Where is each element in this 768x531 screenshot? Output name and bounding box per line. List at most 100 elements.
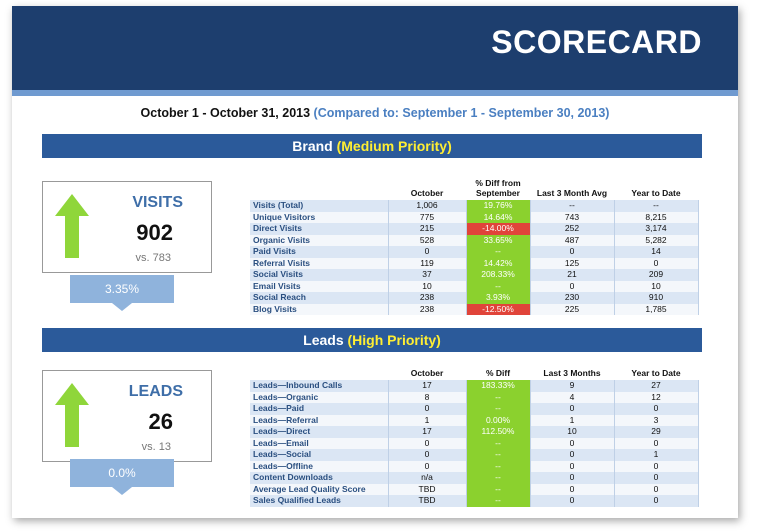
brand-col-avg: Last 3 Month Avg xyxy=(536,188,608,198)
row-ytd: 0 xyxy=(614,257,699,269)
row-ytd: 29 xyxy=(614,426,699,438)
row-avg: 0 xyxy=(530,437,615,449)
brand-table-row: Social Reach 238 3.93% 230 910 xyxy=(250,292,699,304)
row-avg: 0 xyxy=(530,403,615,415)
row-october: 0 xyxy=(388,460,467,472)
row-diff: -- xyxy=(466,391,531,403)
row-label: Leads—Email xyxy=(250,437,389,449)
leads-table-row: Average Lead Quality Score TBD -- 0 0 xyxy=(250,483,699,495)
leads-table-row: Sales Qualified Leads TBD -- 0 0 xyxy=(250,495,699,507)
visits-kpi-value: 902 xyxy=(136,220,173,245)
row-avg: 9 xyxy=(530,380,615,392)
row-label: Sales Qualified Leads xyxy=(250,495,389,507)
row-october: 775 xyxy=(388,211,467,223)
brand-table-row: Blog Visits 238 -12.50% 225 1,785 xyxy=(250,303,699,315)
row-ytd: 910 xyxy=(614,292,699,304)
row-ytd: 1 xyxy=(614,449,699,461)
row-october: 238 xyxy=(388,292,467,304)
row-october: 1 xyxy=(388,414,467,426)
row-label: Leads—Offline xyxy=(250,460,389,472)
row-avg: 252 xyxy=(530,223,615,235)
brand-col-ytd: Year to Date xyxy=(631,188,681,198)
row-label: Leads—Direct xyxy=(250,426,389,438)
row-ytd: 5,282 xyxy=(614,234,699,246)
brand-table-row: Unique Visitors 775 14.64% 743 8,215 xyxy=(250,211,699,223)
row-avg: 0 xyxy=(530,495,615,507)
brand-table-row: Visits (Total) 1,006 19.76% -- -- xyxy=(250,200,699,212)
row-october: 17 xyxy=(388,380,467,392)
row-avg: 0 xyxy=(530,280,615,292)
row-october: 1,006 xyxy=(388,200,467,212)
leads-table: October % Diff Last 3 Months Year to Dat… xyxy=(250,368,699,507)
row-october: 0 xyxy=(388,403,467,415)
row-avg: 0 xyxy=(530,449,615,461)
row-october: 119 xyxy=(388,257,467,269)
brand-section-priority: (Medium Priority) xyxy=(336,138,452,154)
brand-table-row: Direct Visits 215 -14.00% 252 3,174 xyxy=(250,223,699,235)
row-label: Social Visits xyxy=(250,269,389,281)
leads-kpi-comparison: vs. 13 xyxy=(141,441,171,453)
row-ytd: 3 xyxy=(614,414,699,426)
brand-col-october: October xyxy=(410,188,444,198)
row-ytd: 10 xyxy=(614,280,699,292)
row-ytd: 3,174 xyxy=(614,223,699,235)
date-compared: (Compared to: September 1 - September 30… xyxy=(313,106,610,120)
row-diff: 14.42% xyxy=(466,257,531,269)
row-diff: -- xyxy=(466,460,531,472)
row-label: Leads—Paid xyxy=(250,403,389,415)
row-avg: 487 xyxy=(530,234,615,246)
visits-change-value: 3.35% xyxy=(70,275,174,303)
row-october: 0 xyxy=(388,449,467,461)
leads-table-row: Content Downloads n/a -- 0 0 xyxy=(250,472,699,484)
brand-table-row: Referral Visits 119 14.42% 125 0 xyxy=(250,257,699,269)
brand-table-row: Email Visits 10 -- 0 10 xyxy=(250,280,699,292)
row-avg: 10 xyxy=(530,426,615,438)
row-october: TBD xyxy=(388,495,467,507)
leads-change-badge: 0.0% xyxy=(70,459,174,495)
brand-table-row: Paid Visits 0 -- 0 14 xyxy=(250,246,699,258)
row-diff: 19.76% xyxy=(466,200,531,212)
brand-col-label xyxy=(250,178,388,200)
leads-kpi-value: 26 xyxy=(148,409,173,434)
brand-table: October % Diff from September Last 3 Mon… xyxy=(250,178,699,315)
row-label: Referral Visits xyxy=(250,257,389,269)
row-avg: 230 xyxy=(530,292,615,304)
row-diff: 112.50% xyxy=(466,426,531,438)
leads-col-diff: % Diff xyxy=(485,368,511,378)
visits-kpi-comparison: vs. 783 xyxy=(135,252,171,264)
leads-col-ytd: Year to Date xyxy=(631,368,681,378)
visits-change-badge: 3.35% xyxy=(70,275,174,311)
up-arrow-icon xyxy=(55,194,89,258)
row-ytd: 14 xyxy=(614,246,699,258)
row-october: TBD xyxy=(388,483,467,495)
row-avg: 0 xyxy=(530,483,615,495)
row-october: 37 xyxy=(388,269,467,281)
leads-table-row: Leads—Offline 0 -- 0 0 xyxy=(250,460,699,472)
row-diff: 0.00% xyxy=(466,414,531,426)
row-october: 215 xyxy=(388,223,467,235)
visits-kpi-card: VISITS 902 vs. 783 xyxy=(42,181,212,273)
leads-table-header: October % Diff Last 3 Months Year to Dat… xyxy=(250,368,698,380)
row-ytd: 8,215 xyxy=(614,211,699,223)
row-ytd: -- xyxy=(614,200,699,212)
leads-table-row: Leads—Paid 0 -- 0 0 xyxy=(250,403,699,415)
row-ytd: 1,785 xyxy=(614,303,699,315)
leads-kpi-card: LEADS 26 vs. 13 xyxy=(42,370,212,462)
leads-col-october: October xyxy=(410,368,444,378)
row-october: 10 xyxy=(388,280,467,292)
leads-kpi-name: LEADS xyxy=(128,383,183,400)
row-ytd: 0 xyxy=(614,460,699,472)
row-diff: -- xyxy=(466,495,531,507)
row-diff: -- xyxy=(466,437,531,449)
row-label: Leads—Inbound Calls xyxy=(250,380,389,392)
down-arrow-icon xyxy=(112,303,132,311)
row-october: 528 xyxy=(388,234,467,246)
row-diff: 183.33% xyxy=(466,380,531,392)
row-avg: 21 xyxy=(530,269,615,281)
row-october: 8 xyxy=(388,391,467,403)
leads-col-label xyxy=(250,368,388,380)
date-period: October 1 - October 31, 2013 xyxy=(140,106,311,120)
date-range: October 1 - October 31, 2013 (Compared t… xyxy=(12,106,738,120)
row-label: Blog Visits xyxy=(250,303,389,315)
row-diff: -- xyxy=(466,472,531,484)
